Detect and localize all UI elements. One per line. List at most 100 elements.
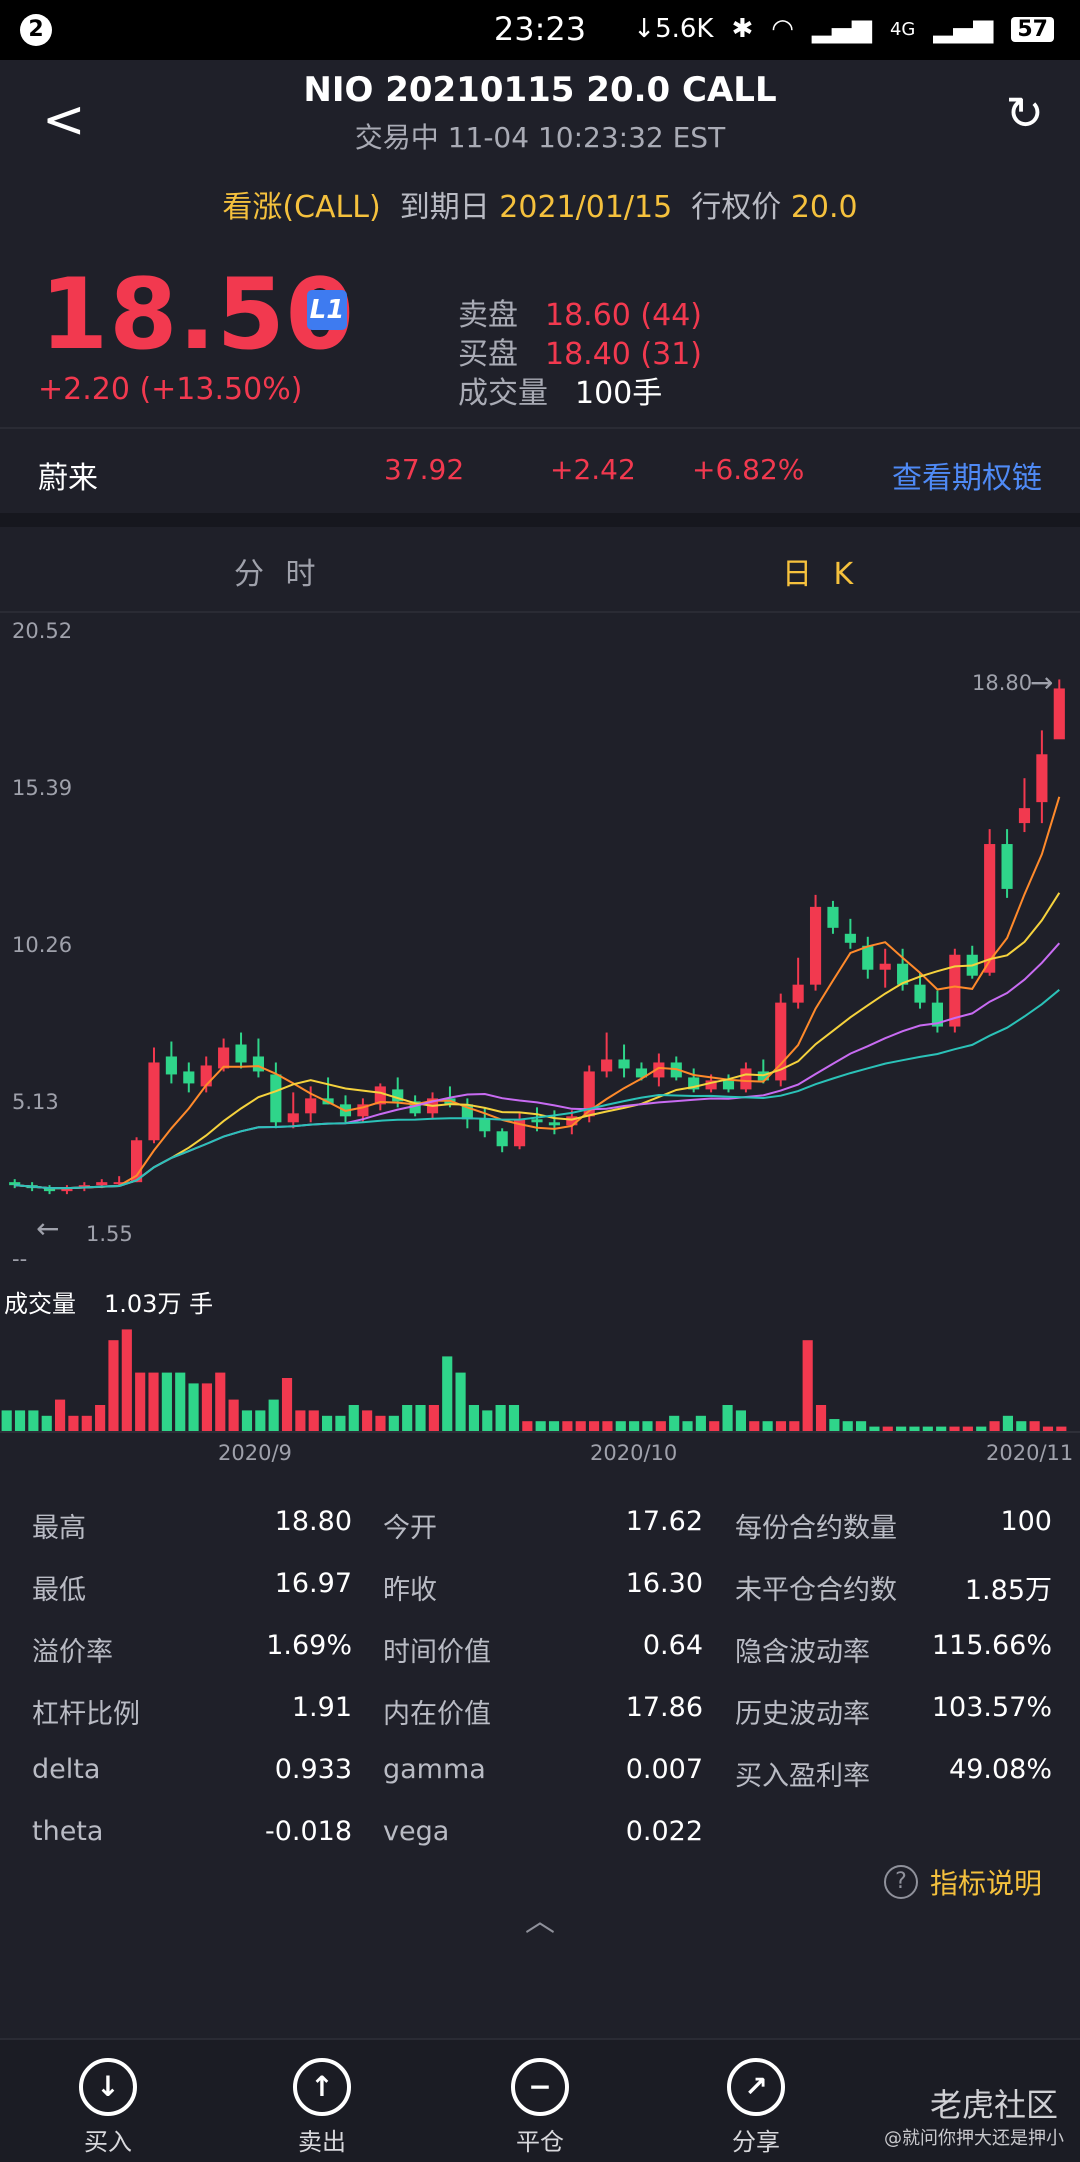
volume-bar [388,1415,399,1432]
wifi-icon: ◠ [771,14,794,44]
volume-bar [815,1405,827,1432]
volume-bar [562,1421,573,1432]
candle-body [809,906,822,985]
y-tick: 5.13 [12,1090,59,1114]
status-bar: 2 23:23 ↓5.6K ✱ ◠ ▂▄▆ 4G ▂▄▆ 57 [0,0,1080,60]
candle-body [862,945,874,970]
stat-value: 115.66% [931,1630,1052,1661]
volume-bar [802,1340,813,1432]
share-label: 分享 [732,2128,780,2156]
bluetooth-icon: ✱ [731,14,754,44]
candlestick-chart[interactable]: 20.52 15.39 10.26 5.13 -- 18.80 → ← 1.55… [0,612,1080,1492]
volume-bar [922,1426,933,1432]
chevron-up-icon[interactable]: ︿ [525,1904,555,1939]
stat-value: 1.85万 [964,1575,1052,1606]
stat-item: 内在价值 17.86 [383,1692,703,1731]
header: < NIO 20210115 20.0 CALL 交易中 11-04 10:23… [0,60,1080,180]
volume-bar [1002,1415,1013,1432]
stat-value: 18.80 [274,1506,352,1537]
stat-item: gamma 0.007 [383,1754,703,1785]
strike-price: 20.0 [790,190,858,225]
tab-intraday[interactable]: 分 时 [234,557,322,592]
volume-bar [976,1426,987,1432]
close-position-label: 平仓 [516,2128,564,2156]
volume-bar [508,1405,520,1432]
volume-bar [789,1421,800,1432]
volume-bar [842,1421,853,1432]
candle-body [43,1188,56,1192]
watermark-user: @就问你押大还是押小 [884,2128,1064,2149]
volume-bar [682,1421,693,1432]
stat-value: 49.08% [949,1754,1052,1785]
stat-item: theta -0.018 [32,1816,352,1847]
price-change: +2.20 (+13.50%) [38,372,303,407]
buy-label: 买入 [84,2128,132,2156]
refresh-icon[interactable]: ↻ [1005,86,1044,140]
volume-bar [989,1421,1000,1432]
volume-bar [882,1426,893,1432]
volume-bar [362,1410,373,1432]
candle-body [1001,844,1013,889]
volume-bar [228,1399,239,1432]
volume-bar [402,1405,413,1432]
stat-label: gamma [383,1754,486,1785]
candle-body [792,984,804,1003]
candle-body [583,1071,595,1117]
stat-item: 时间价值 0.64 [383,1630,703,1669]
quote-labels: 卖盘 买盘 成交量 [458,296,548,413]
sell-button[interactable]: ↑ 卖出 [262,2058,382,2157]
ask-label: 卖盘 [458,298,518,333]
low-marker: 1.55 [86,1222,133,1246]
stat-label: vega [383,1816,450,1847]
indicator-help[interactable]: ? 指标说明 [883,1862,1042,1902]
stat-item: 昨收 16.30 [383,1568,703,1607]
candle-body [931,1002,943,1027]
candle-body [531,1119,543,1123]
candle-body [252,1056,265,1072]
candle-body [218,1047,230,1069]
network-type: 4G [889,18,916,40]
volume-bar [589,1421,600,1432]
buy-button[interactable]: ↓ 买入 [48,2058,168,2157]
volume-bar [949,1426,960,1432]
stat-item: 溢价率 1.69% [32,1630,352,1669]
back-icon[interactable]: < [42,90,86,150]
candle-body [635,1068,648,1078]
signal-icon-2: ▂▄▆ [933,14,994,44]
candle-body [879,963,891,970]
close-position-button[interactable]: − 平仓 [480,2058,600,2157]
quote-values: 18.60 (44) 18.40 (31) 100手 [545,296,702,413]
candle-body [357,1104,369,1117]
volume-bar [81,1415,92,1432]
volume-bar [1042,1426,1054,1432]
volume-bar [629,1421,640,1432]
share-button[interactable]: ↗ 分享 [696,2058,816,2157]
stat-item: delta 0.933 [32,1754,352,1785]
volume-bar [535,1421,546,1432]
stat-label: 历史波动率 [735,1699,870,1730]
stat-label: 内在价值 [383,1699,491,1730]
volume-bar [161,1372,172,1432]
volume-bar [135,1372,146,1432]
volume-bar [241,1410,253,1432]
stat-item: 未平仓合约数 1.85万 [735,1568,1052,1607]
contract-info: 看涨(CALL) 到期日 2021/01/15 行权价 20.0 [0,182,1080,226]
share-icon: ↗ [727,2058,785,2116]
tab-daily-k[interactable]: 日 K [782,557,860,592]
bottom-toolbar: ↓ 买入 ↑ 卖出 − 平仓 ↗ 分享 [0,2038,1080,2162]
battery-icon: 57 [1011,16,1054,42]
option-chain-link[interactable]: 查看期权链 [892,461,1042,496]
volume-bar [348,1405,359,1432]
watermark: 老虎社区 [929,2086,1058,2124]
buy-icon: ↓ [79,2058,137,2116]
help-icon: ? [883,1865,918,1899]
stat-label: 买入盈利率 [735,1761,870,1792]
bid-label: 买盘 [458,337,518,372]
stat-item: 今开 17.62 [383,1506,703,1545]
volume-bar [442,1356,453,1432]
x-tick: 2020/11 [986,1441,1073,1465]
page-title: NIO 20210115 20.0 CALL [303,70,777,110]
candle-body [514,1119,526,1147]
volume-bar [735,1410,746,1432]
volume-bar [936,1426,947,1432]
